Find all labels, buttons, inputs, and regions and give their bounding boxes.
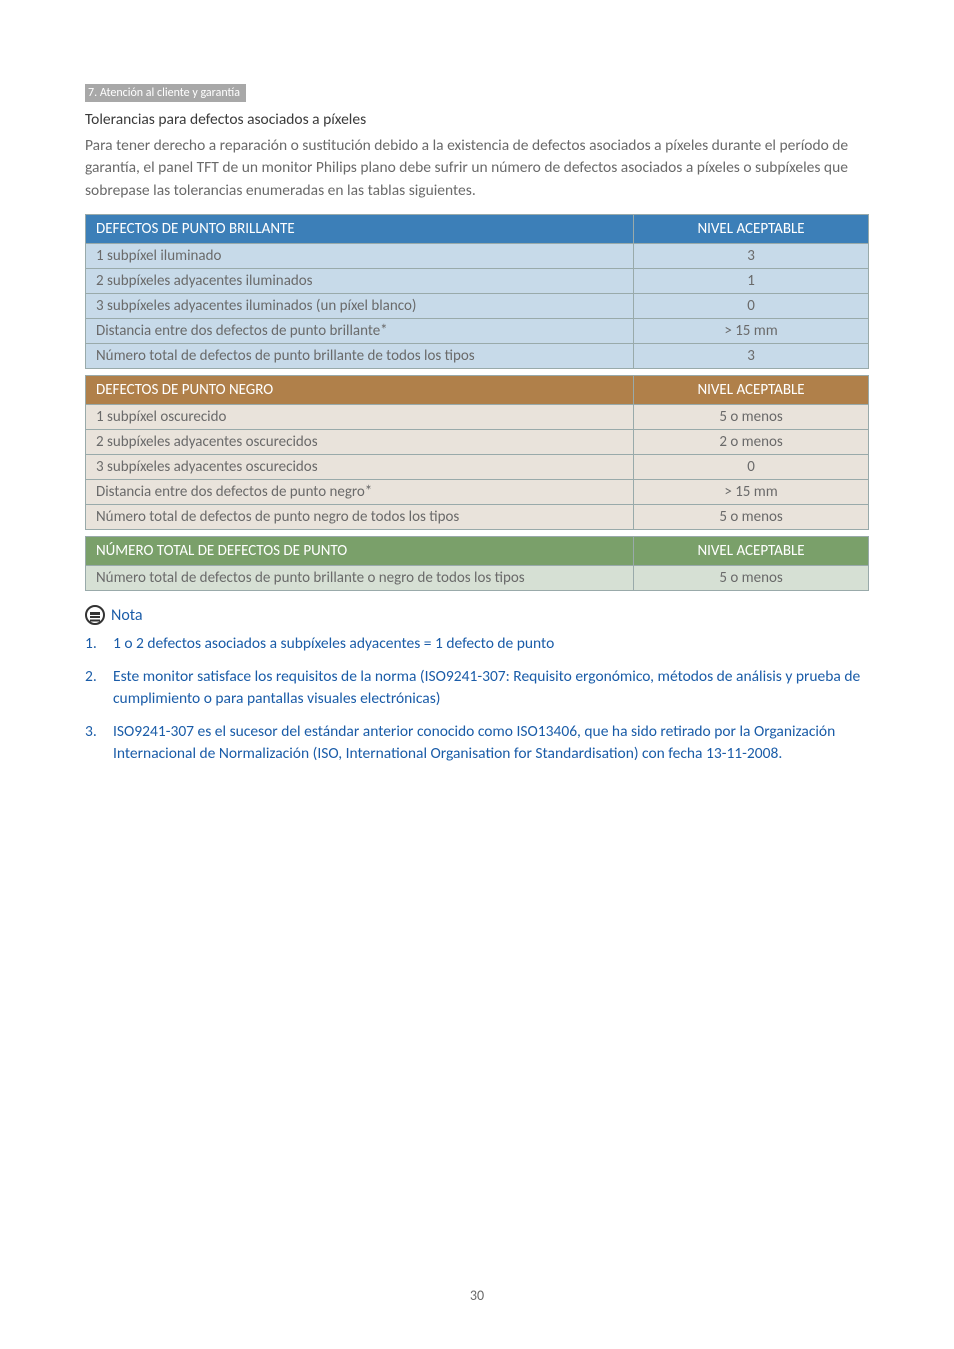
- row-label: Distancia entre dos defectos de punto ne…: [86, 480, 634, 505]
- intro-paragraph: Para tener derecho a reparación o sustit…: [85, 135, 869, 202]
- table-row: Número total de defectos de punto brilla…: [86, 566, 869, 591]
- defect-table-0: DEFECTOS DE PUNTO BRILLANTENIVEL ACEPTAB…: [85, 214, 869, 369]
- row-value: 2 o menos: [634, 430, 869, 455]
- page-content: 7. Atención al cliente y garantía Tolera…: [0, 0, 954, 816]
- row-value: 3: [634, 344, 869, 369]
- row-value: 0: [634, 455, 869, 480]
- row-value: 5 o menos: [634, 566, 869, 591]
- row-label: 2 subpíxeles adyacentes oscurecidos: [86, 430, 634, 455]
- defect-table-1: DEFECTOS DE PUNTO NEGRONIVEL ACEPTABLE1 …: [85, 375, 869, 530]
- row-value: 3: [634, 244, 869, 269]
- row-label: Número total de defectos de punto negro …: [86, 505, 634, 530]
- breadcrumb: 7. Atención al cliente y garantía: [85, 84, 246, 102]
- row-label: Distancia entre dos defectos de punto br…: [86, 319, 634, 344]
- note-icon: [85, 605, 105, 625]
- tables-container: DEFECTOS DE PUNTO BRILLANTENIVEL ACEPTAB…: [85, 214, 869, 591]
- note-item: Este monitor satisface los requisitos de…: [85, 666, 869, 711]
- note-header: Nota: [85, 605, 869, 625]
- table-row: 3 subpíxeles adyacentes iluminados (un p…: [86, 294, 869, 319]
- row-value: 5 o menos: [634, 405, 869, 430]
- table-header-value: NIVEL ACEPTABLE: [634, 537, 869, 566]
- section-title: Tolerancias para defectos asociados a pí…: [85, 110, 869, 129]
- table-row: 1 subpíxel iluminado3: [86, 244, 869, 269]
- row-value: 5 o menos: [634, 505, 869, 530]
- table-row: 3 subpíxeles adyacentes oscurecidos0: [86, 455, 869, 480]
- note-item: ISO9241-307 es el sucesor del estándar a…: [85, 721, 869, 766]
- row-label: 2 subpíxeles adyacentes iluminados: [86, 269, 634, 294]
- table-row: Distancia entre dos defectos de punto ne…: [86, 480, 869, 505]
- defect-table-2: NÚMERO TOTAL DE DEFECTOS DE PUNTONIVEL A…: [85, 536, 869, 591]
- row-value: 0: [634, 294, 869, 319]
- row-label: Número total de defectos de punto brilla…: [86, 566, 634, 591]
- table-header-value: NIVEL ACEPTABLE: [634, 376, 869, 405]
- row-value: 1: [634, 269, 869, 294]
- table-row: 2 subpíxeles adyacentes oscurecidos2 o m…: [86, 430, 869, 455]
- row-label: 3 subpíxeles adyacentes oscurecidos: [86, 455, 634, 480]
- row-label: 1 subpíxel iluminado: [86, 244, 634, 269]
- table-header-value: NIVEL ACEPTABLE: [634, 215, 869, 244]
- table-row: Número total de defectos de punto brilla…: [86, 344, 869, 369]
- table-header-label: DEFECTOS DE PUNTO NEGRO: [86, 376, 634, 405]
- row-value: > 15 mm: [634, 319, 869, 344]
- row-label: Número total de defectos de punto brilla…: [86, 344, 634, 369]
- row-value: > 15 mm: [634, 480, 869, 505]
- row-label: 1 subpíxel oscurecido: [86, 405, 634, 430]
- page-number: 30: [0, 1287, 954, 1304]
- notes-list: 1 o 2 defectos asociados a subpíxeles ad…: [85, 633, 869, 765]
- table-header-label: NÚMERO TOTAL DE DEFECTOS DE PUNTO: [86, 537, 634, 566]
- table-row: Número total de defectos de punto negro …: [86, 505, 869, 530]
- note-item: 1 o 2 defectos asociados a subpíxeles ad…: [85, 633, 869, 655]
- row-label: 3 subpíxeles adyacentes iluminados (un p…: [86, 294, 634, 319]
- table-row: 2 subpíxeles adyacentes iluminados1: [86, 269, 869, 294]
- table-row: 1 subpíxel oscurecido5 o menos: [86, 405, 869, 430]
- table-header-label: DEFECTOS DE PUNTO BRILLANTE: [86, 215, 634, 244]
- note-label: Nota: [111, 606, 143, 625]
- table-row: Distancia entre dos defectos de punto br…: [86, 319, 869, 344]
